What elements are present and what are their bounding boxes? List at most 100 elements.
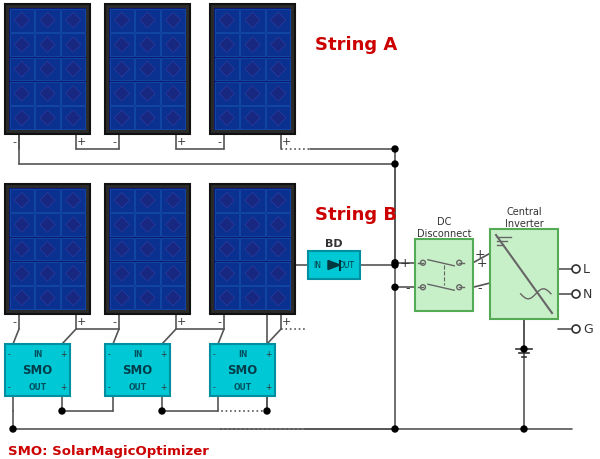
- Text: OUT: OUT: [128, 382, 146, 391]
- Polygon shape: [140, 62, 155, 78]
- Polygon shape: [245, 38, 260, 53]
- Bar: [214, 189, 291, 310]
- Text: +: +: [475, 247, 485, 260]
- Text: OUT: OUT: [233, 382, 251, 391]
- Circle shape: [159, 408, 165, 414]
- Polygon shape: [114, 242, 130, 257]
- Bar: [61, 263, 85, 285]
- Circle shape: [392, 162, 398, 168]
- Bar: [490, 230, 558, 319]
- Bar: [110, 58, 134, 81]
- Polygon shape: [40, 111, 55, 126]
- Bar: [241, 10, 265, 33]
- Text: +: +: [400, 257, 410, 270]
- Polygon shape: [140, 217, 155, 233]
- Bar: [10, 238, 34, 261]
- Bar: [136, 107, 160, 130]
- Bar: [10, 107, 34, 130]
- Text: +: +: [161, 349, 167, 358]
- Polygon shape: [40, 217, 55, 233]
- Polygon shape: [219, 62, 235, 78]
- Polygon shape: [140, 193, 155, 208]
- Text: +: +: [477, 257, 488, 270]
- Text: String B: String B: [315, 206, 397, 224]
- Polygon shape: [166, 38, 181, 53]
- Polygon shape: [40, 291, 55, 306]
- Polygon shape: [166, 291, 181, 306]
- Text: OUT: OUT: [339, 261, 355, 270]
- Text: +: +: [266, 349, 272, 358]
- Bar: [10, 10, 34, 33]
- Text: -: -: [108, 382, 111, 391]
- Bar: [241, 107, 265, 130]
- Bar: [10, 214, 34, 236]
- Bar: [266, 34, 290, 57]
- Polygon shape: [65, 193, 81, 208]
- Bar: [61, 238, 85, 261]
- Bar: [61, 83, 85, 106]
- Polygon shape: [114, 62, 130, 78]
- Polygon shape: [114, 266, 130, 281]
- Bar: [35, 58, 59, 81]
- Bar: [266, 190, 290, 212]
- Text: -: -: [8, 382, 11, 391]
- Bar: [266, 10, 290, 33]
- Polygon shape: [140, 38, 155, 53]
- Polygon shape: [328, 261, 340, 270]
- Polygon shape: [114, 38, 130, 53]
- Text: +: +: [76, 137, 86, 147]
- Polygon shape: [40, 193, 55, 208]
- Text: -: -: [12, 137, 16, 147]
- Bar: [215, 83, 239, 106]
- Bar: [161, 34, 185, 57]
- Polygon shape: [40, 86, 55, 102]
- Polygon shape: [114, 217, 130, 233]
- Bar: [161, 83, 185, 106]
- Polygon shape: [271, 266, 286, 281]
- Bar: [136, 287, 160, 309]
- Polygon shape: [40, 13, 55, 29]
- Bar: [105, 344, 170, 396]
- Bar: [215, 58, 239, 81]
- Bar: [110, 10, 134, 33]
- Bar: [241, 238, 265, 261]
- Bar: [35, 190, 59, 212]
- Bar: [136, 34, 160, 57]
- Bar: [266, 238, 290, 261]
- Text: -: -: [213, 382, 216, 391]
- Polygon shape: [245, 291, 260, 306]
- Polygon shape: [40, 242, 55, 257]
- Polygon shape: [114, 291, 130, 306]
- Bar: [136, 263, 160, 285]
- Text: -: -: [217, 316, 221, 326]
- Bar: [136, 238, 160, 261]
- Bar: [215, 107, 239, 130]
- Polygon shape: [14, 13, 29, 29]
- Bar: [110, 214, 134, 236]
- Bar: [61, 214, 85, 236]
- Bar: [35, 34, 59, 57]
- Bar: [214, 9, 291, 131]
- Polygon shape: [271, 13, 286, 29]
- Bar: [110, 287, 134, 309]
- Polygon shape: [65, 217, 81, 233]
- Bar: [161, 58, 185, 81]
- Polygon shape: [14, 217, 29, 233]
- Circle shape: [264, 408, 270, 414]
- Polygon shape: [166, 62, 181, 78]
- Polygon shape: [219, 291, 235, 306]
- Text: -: -: [217, 137, 221, 147]
- Polygon shape: [245, 13, 260, 29]
- Polygon shape: [65, 291, 81, 306]
- Bar: [266, 214, 290, 236]
- Bar: [415, 240, 473, 311]
- Polygon shape: [65, 38, 81, 53]
- Polygon shape: [140, 13, 155, 29]
- Bar: [241, 190, 265, 212]
- Polygon shape: [219, 193, 235, 208]
- Polygon shape: [219, 111, 235, 126]
- Bar: [5, 5, 90, 134]
- Polygon shape: [271, 38, 286, 53]
- Polygon shape: [245, 266, 260, 281]
- Bar: [215, 214, 239, 236]
